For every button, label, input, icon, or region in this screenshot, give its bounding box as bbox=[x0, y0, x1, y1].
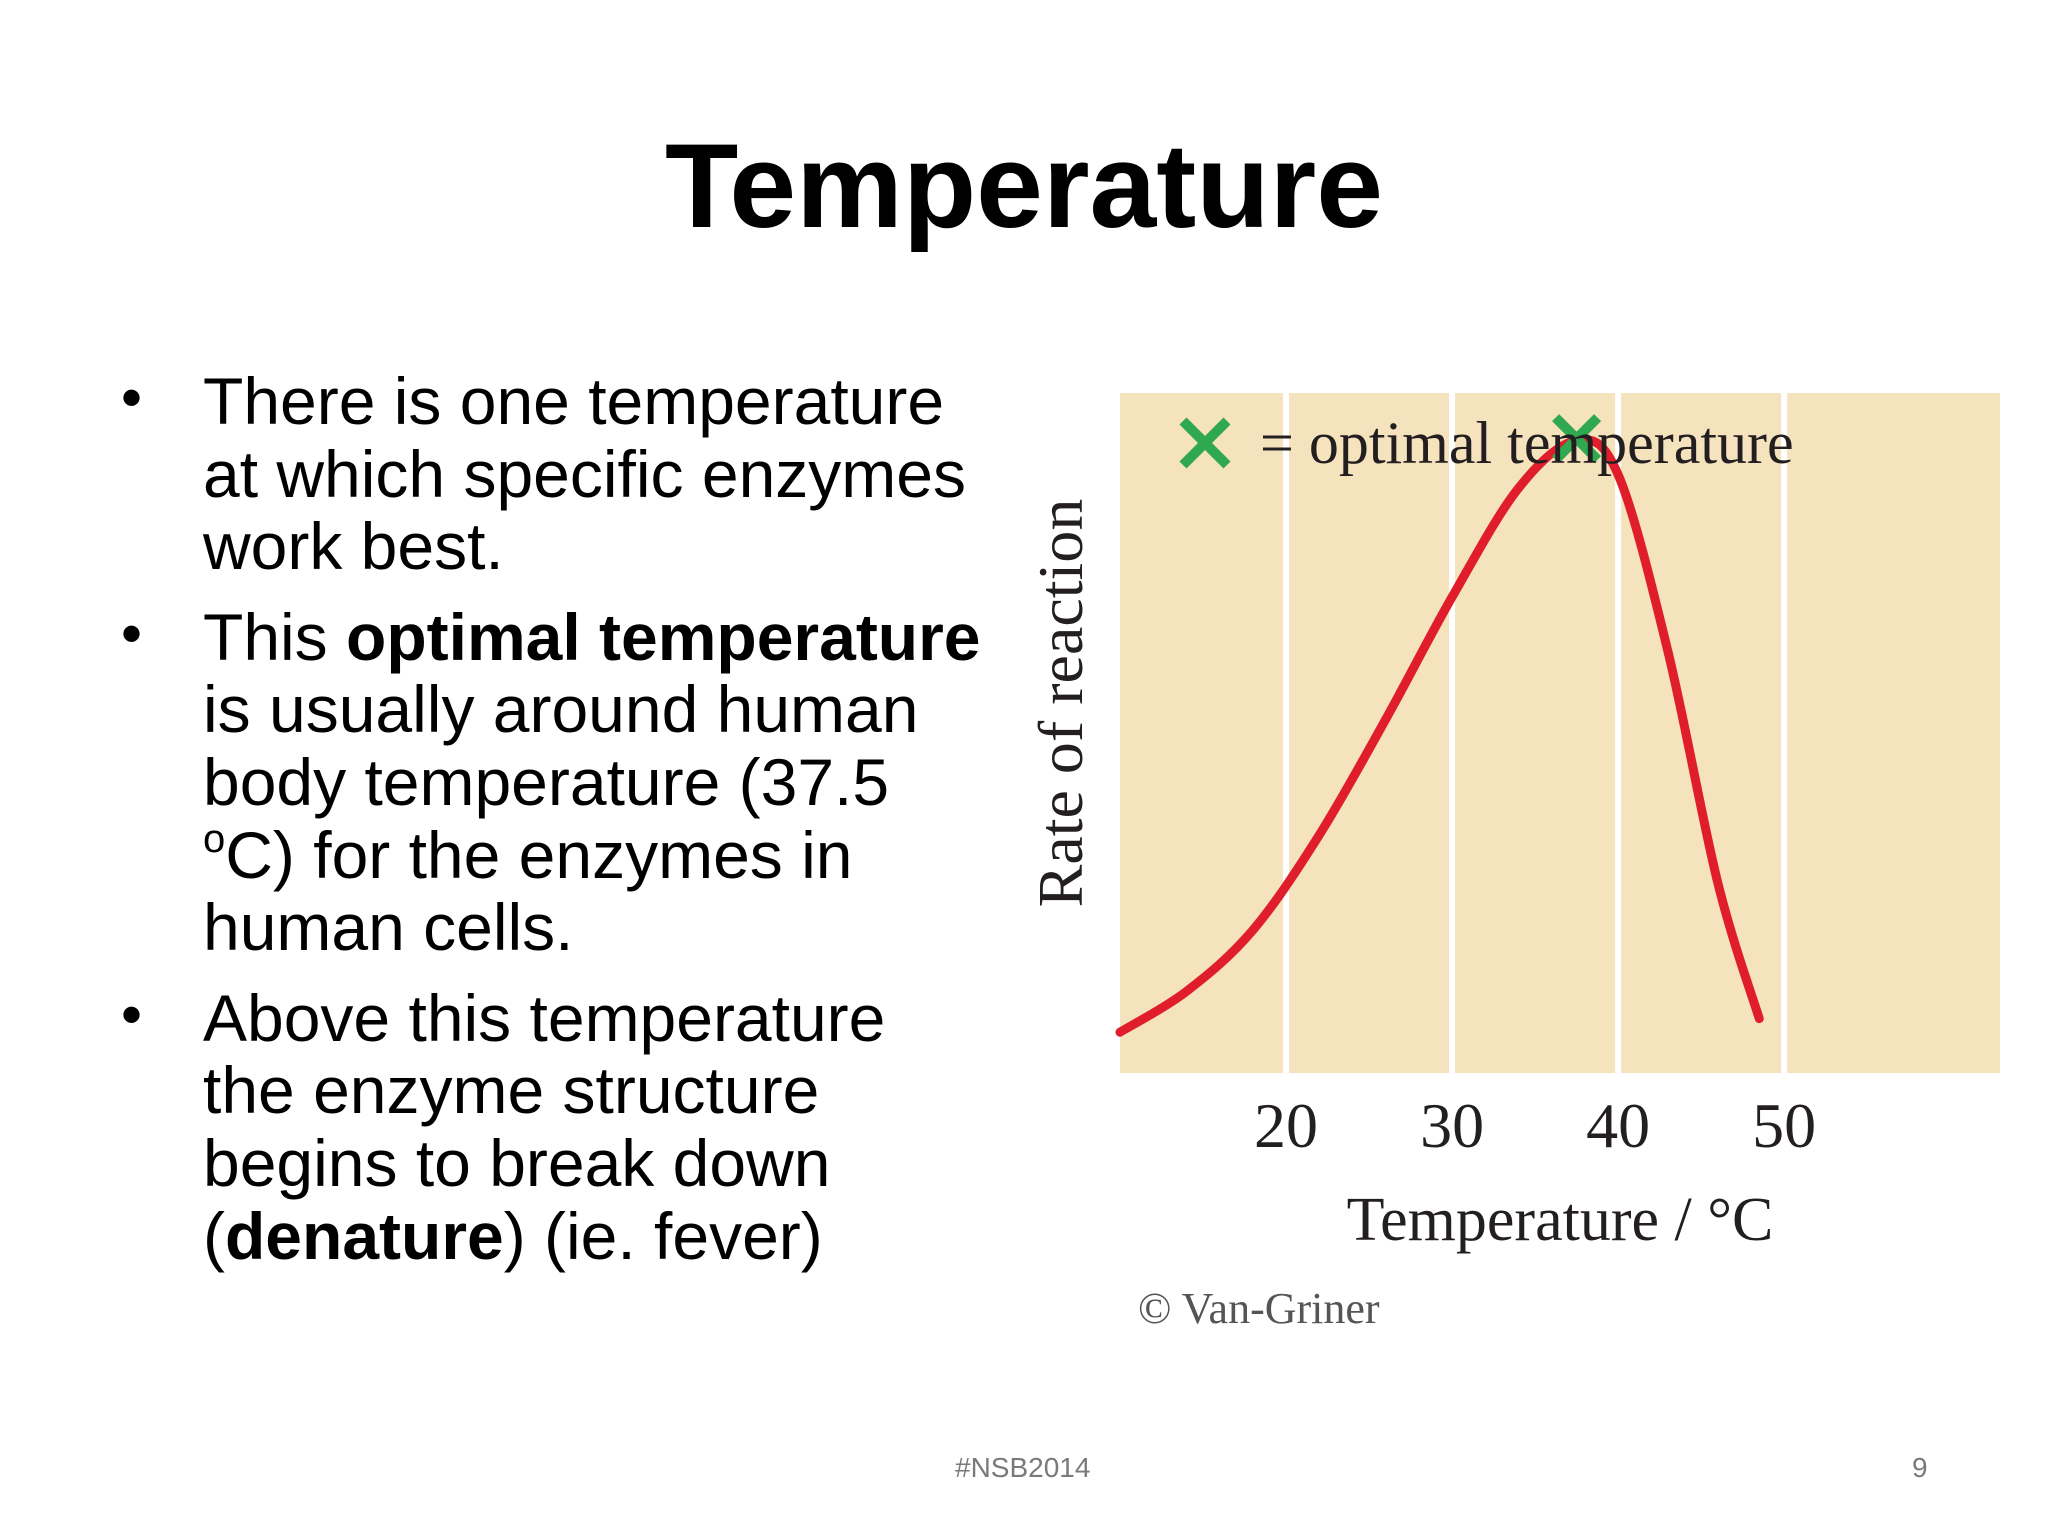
x-tick-label: 20 bbox=[1254, 1090, 1318, 1161]
gridlines bbox=[1283, 393, 1788, 1073]
x-stroke bbox=[1179, 417, 1231, 469]
x-tick-label: 30 bbox=[1420, 1090, 1484, 1161]
bullet-bold-term: optimal temperature bbox=[346, 599, 981, 674]
page-number: 9 bbox=[1912, 1452, 1928, 1483]
bullet-text: C) for the enzymes in human cells. bbox=[203, 817, 853, 965]
footer-hashtag: #NSB2014 bbox=[955, 1452, 1091, 1483]
x-tick-label: 50 bbox=[1752, 1090, 1816, 1161]
x-tick-label: 40 bbox=[1586, 1090, 1650, 1161]
x-tick-labels: 20 30 40 50 bbox=[1254, 1090, 1816, 1161]
bullet-item: • Above this temperature the enzyme stru… bbox=[115, 980, 995, 1273]
x-stroke bbox=[1552, 414, 1602, 464]
bullet-bold-term: denature bbox=[224, 1198, 504, 1273]
rate-curve-line bbox=[1115, 435, 1764, 1037]
legend-label: = optimal temperature bbox=[1260, 410, 1794, 476]
degree-superscript: o bbox=[203, 816, 226, 861]
legend-x-icon bbox=[1179, 417, 1231, 469]
bullet-dot-icon: • bbox=[121, 980, 143, 1048]
optimum-marker-icon bbox=[1552, 414, 1602, 464]
bullet-text: There is one temperature at which specif… bbox=[203, 364, 966, 584]
plot-background bbox=[1120, 393, 2000, 1073]
bullet-item: • There is one temperature at which spec… bbox=[115, 365, 995, 583]
bullet-text: Above this temperature the enzyme struct… bbox=[203, 980, 886, 1273]
temperature-rate-chart: = optimal temperature 20 30 40 50 Temperatu… bbox=[1025, 393, 2000, 1333]
copyright-credit: © Van-Griner bbox=[1138, 1284, 1380, 1333]
bullet-text: is usually around human body temperature… bbox=[203, 672, 919, 819]
bullet-text: ) (ie. fever) bbox=[503, 1198, 823, 1273]
bullet-item: • This optimal temperature is usually ar… bbox=[115, 599, 995, 965]
x-axis-label: Temperature / °C bbox=[1347, 1186, 1774, 1254]
y-axis-label: Rate of reaction bbox=[1025, 499, 1096, 908]
bullet-dot-icon: • bbox=[121, 599, 143, 667]
bullet-dot-icon: • bbox=[121, 364, 143, 431]
bullet-list: • There is one temperature at which spec… bbox=[115, 365, 995, 1290]
slide-title: Temperature bbox=[664, 119, 1383, 253]
legend: = optimal temperature bbox=[1179, 410, 1794, 476]
bullet-text: This bbox=[203, 599, 347, 674]
